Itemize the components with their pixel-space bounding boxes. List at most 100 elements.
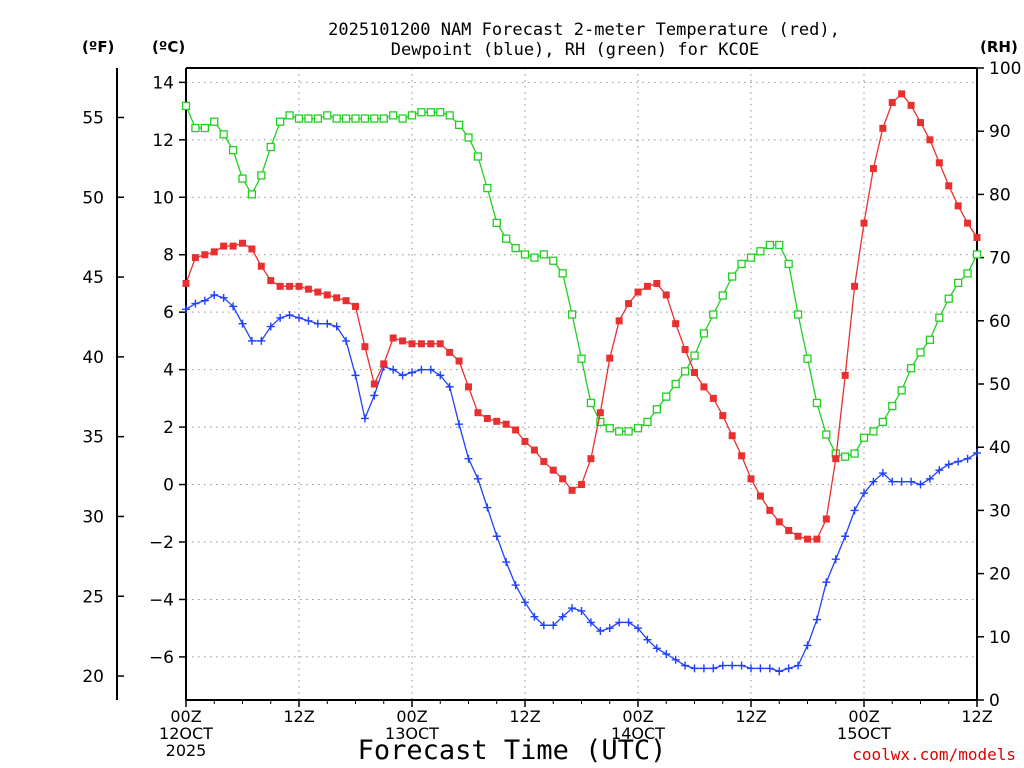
fahrenheit-tick-label: 35 [82, 428, 104, 448]
dewpoint-point [794, 661, 803, 670]
temperature-point [248, 245, 256, 253]
rh-point [210, 117, 219, 126]
dewpoint-point [266, 322, 275, 331]
fahrenheit-tick-label: 25 [82, 587, 104, 607]
dewpoint-point [219, 293, 228, 302]
rh-point [897, 386, 906, 395]
dewpoint-point [408, 368, 416, 377]
temperature-point [860, 219, 868, 227]
x-tick-label: 12Z [509, 707, 540, 726]
rh-point [963, 269, 972, 278]
celsius-tick-label: 2 [163, 418, 174, 438]
rh-point [746, 253, 756, 262]
dewpoint-point [822, 578, 831, 587]
rh-point [624, 427, 633, 436]
rh-tick-label: 90 [989, 122, 1011, 142]
rh-tick-label: 40 [989, 438, 1011, 458]
temperature-point [483, 414, 491, 422]
rh-point [332, 114, 341, 123]
rh-point [709, 310, 718, 319]
rh-tick-label: 80 [989, 185, 1011, 205]
temperature-point [286, 282, 294, 290]
dewpoint-point [323, 319, 332, 328]
fahrenheit-tick-label: 30 [82, 507, 104, 527]
temperature-point [352, 302, 359, 310]
dewpoint-point [313, 319, 322, 328]
rh-point [662, 392, 671, 401]
dewpoint-point [360, 414, 369, 423]
dewpoint-point [389, 365, 398, 374]
temperature-point [417, 340, 425, 348]
fahrenheit-tick-label: 50 [82, 188, 104, 208]
rh-tick-label: 20 [989, 565, 1011, 585]
temperature-point [333, 294, 341, 302]
temperature-point [945, 182, 953, 190]
fahrenheit-tick-label: 45 [82, 268, 104, 288]
dewpoint-point [521, 598, 529, 607]
temperature-point [879, 124, 887, 132]
temperature-point [841, 371, 849, 379]
temperature-point [832, 455, 840, 463]
rh-point [605, 424, 614, 433]
temperature-point [370, 380, 378, 388]
dewpoint-point [370, 391, 379, 400]
rh-tick-label: 10 [989, 628, 1011, 648]
dewpoint-point [812, 615, 821, 624]
fahrenheit-tick-label: 55 [82, 108, 104, 128]
fahrenheit-tick-label: 40 [82, 348, 104, 368]
rh-point [398, 114, 407, 123]
rh-point [869, 427, 878, 436]
dewpoint-point [577, 606, 586, 615]
temperature-point [681, 346, 689, 354]
dewpoint-point [257, 336, 266, 345]
celsius-tick-label: 0 [163, 476, 174, 496]
rh-point [756, 247, 765, 256]
temperature-point [342, 297, 350, 305]
rh-point [671, 379, 680, 389]
temperature-point [954, 202, 962, 210]
dewpoint-point [728, 661, 737, 670]
dewpoint-point [229, 302, 238, 311]
rh-point [351, 114, 360, 123]
chart-title-line2: Dewpoint (blue), RH (green) for KCOE [391, 40, 759, 60]
rh-point [530, 253, 539, 262]
temperature-point [615, 317, 623, 325]
rh-point [728, 272, 737, 281]
dewpoint-point [445, 382, 454, 391]
temperature-point [399, 337, 407, 345]
dewpoint-point [718, 661, 727, 670]
rh-point [615, 427, 624, 436]
rh-point [219, 130, 228, 139]
temperature-point [540, 458, 548, 466]
temperature-point [747, 475, 755, 483]
dewpoint-point [888, 477, 897, 486]
celsius-tick-label: −2 [149, 533, 174, 553]
temperature-point [738, 452, 746, 460]
rh-point [690, 351, 699, 360]
temperature-point [785, 527, 793, 535]
dewpoint-series [182, 290, 981, 676]
dewpoint-point [634, 624, 642, 633]
temperature-series [182, 90, 981, 543]
rh-point [850, 449, 859, 458]
dewpoint-point [831, 555, 840, 564]
rh-point [944, 294, 953, 303]
rh-point [822, 430, 831, 439]
rh-point [633, 424, 643, 433]
x-tick-label: 13OCT [385, 724, 439, 743]
rh-point [473, 152, 483, 161]
dewpoint-point [342, 336, 351, 345]
celsius-tick-label: −4 [149, 590, 174, 610]
rh-point [266, 142, 275, 152]
dewpoint-point [944, 460, 953, 469]
rh-point [464, 133, 473, 142]
celsius-tick-label: 10 [152, 188, 174, 208]
dewpoint-point [860, 489, 868, 498]
rh-point [888, 401, 897, 411]
dewpoint-point [784, 664, 793, 673]
dewpoint-point [756, 664, 765, 673]
celsius-axis-unit: (ºC) [152, 38, 185, 56]
x-tick-label: 12Z [735, 707, 766, 726]
temperature-point [653, 279, 661, 287]
rh-point [304, 114, 313, 123]
